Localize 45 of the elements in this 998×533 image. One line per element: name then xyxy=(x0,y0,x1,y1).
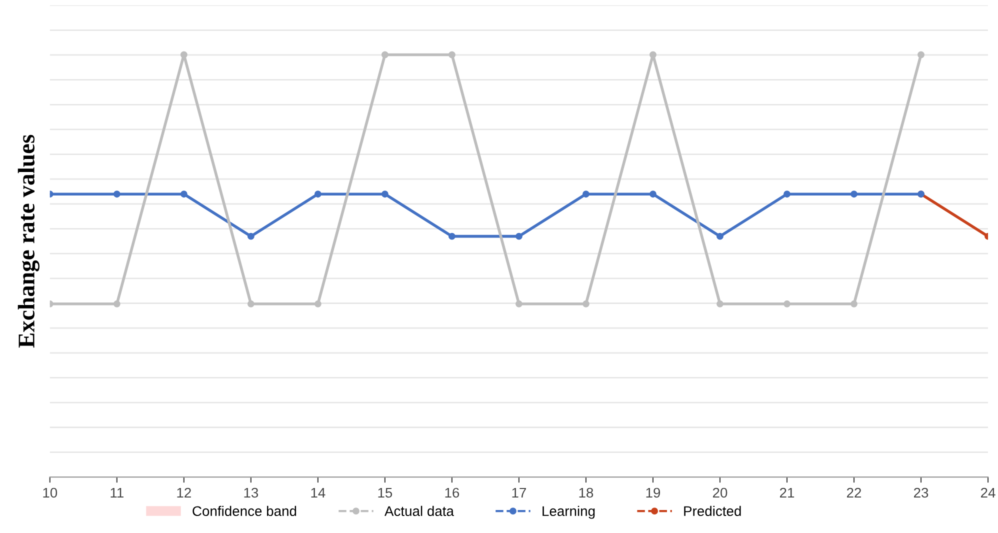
point xyxy=(650,190,656,198)
point xyxy=(918,51,924,58)
x-tick-label: 11 xyxy=(110,488,124,498)
point xyxy=(650,51,656,58)
point xyxy=(850,190,858,198)
point xyxy=(180,190,188,198)
point xyxy=(582,300,590,308)
x-tick-label: 24 xyxy=(980,488,996,498)
point xyxy=(247,300,254,308)
point xyxy=(113,300,120,308)
legend-label: Actual data xyxy=(384,506,454,516)
legend-label: Predicted xyxy=(684,506,741,516)
y-axis-title: Exchange rate values xyxy=(18,134,40,348)
x-tick-label: 12 xyxy=(177,488,191,498)
legend-label: Confidence band xyxy=(192,506,296,516)
x-tick-label: 23 xyxy=(914,488,928,498)
point xyxy=(448,232,456,240)
x-tick-label: 16 xyxy=(445,488,460,498)
x-tick-label: 22 xyxy=(846,488,862,498)
point xyxy=(180,51,188,58)
point xyxy=(784,190,790,198)
point xyxy=(113,190,120,198)
point xyxy=(515,232,522,240)
x-tick-label: 17 xyxy=(512,488,526,498)
point xyxy=(515,300,522,308)
x-tick-label: 20 xyxy=(712,488,728,498)
x-tick-label: 15 xyxy=(378,488,392,498)
x-tick-label: 21 xyxy=(780,488,794,498)
point xyxy=(716,232,724,240)
point xyxy=(850,300,858,308)
point xyxy=(247,232,254,240)
x-tick-label: 13 xyxy=(244,488,258,498)
point xyxy=(448,51,456,58)
legend-label: Learning xyxy=(542,506,595,519)
point xyxy=(784,300,790,308)
x-tick-label: 14 xyxy=(311,488,326,498)
point xyxy=(314,300,322,308)
x-tick-label: 19 xyxy=(646,488,660,498)
point xyxy=(314,190,322,198)
point xyxy=(716,300,724,308)
x-tick-label: 18 xyxy=(579,488,594,498)
x-tick-label: 10 xyxy=(43,488,58,498)
point xyxy=(582,190,590,198)
point xyxy=(381,190,388,198)
point xyxy=(381,51,388,58)
